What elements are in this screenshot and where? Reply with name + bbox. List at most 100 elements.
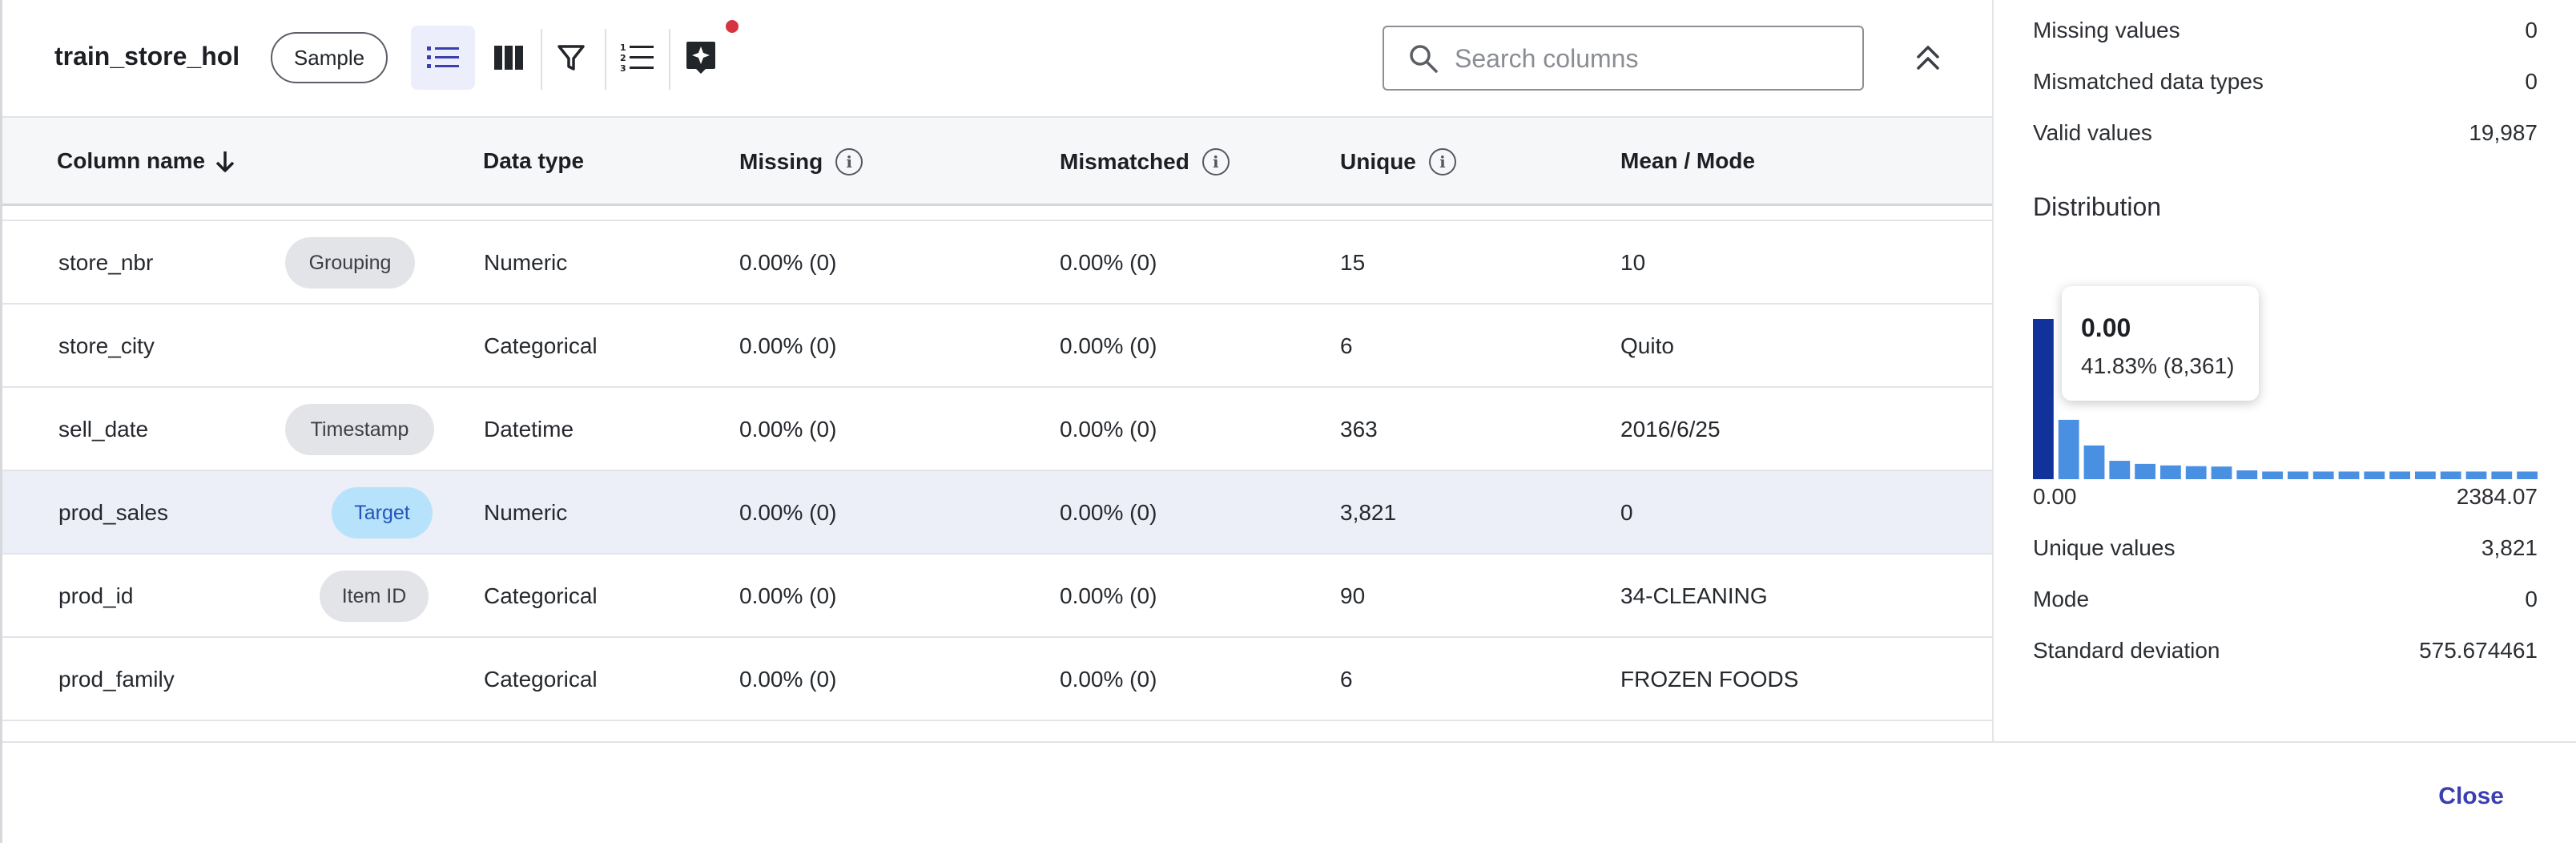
table-header: Column name Data type Missing i Mismatch… bbox=[2, 116, 1992, 206]
unique-value: 15 bbox=[1340, 250, 1366, 275]
svg-text:3: 3 bbox=[620, 63, 626, 73]
mismatched-value: 0.00% (0) bbox=[1060, 417, 1157, 442]
column-name: prod_sales bbox=[58, 500, 168, 525]
mean-mode-value: 10 bbox=[1620, 250, 1646, 275]
header-mismatched-label: Mismatched bbox=[1060, 149, 1189, 174]
columns-view-button[interactable] bbox=[477, 26, 541, 90]
histogram-bar[interactable] bbox=[2364, 471, 2385, 479]
search-box[interactable] bbox=[1383, 26, 1864, 91]
table-row[interactable]: prod_id Item ID Categorical 0.00% (0) 0.… bbox=[2, 555, 1992, 638]
column-name: prod_family bbox=[58, 667, 175, 692]
histogram-bar[interactable] bbox=[2185, 466, 2207, 479]
histogram-bar[interactable] bbox=[2491, 471, 2513, 479]
role-badge: Grouping bbox=[285, 237, 415, 288]
data-type: Numeric bbox=[484, 250, 568, 275]
histogram-bar[interactable] bbox=[2109, 461, 2131, 479]
data-type: Datetime bbox=[484, 417, 574, 442]
mismatched-value: 0.00% (0) bbox=[1060, 583, 1157, 608]
missing-value: 0.00% (0) bbox=[739, 583, 837, 608]
close-button[interactable]: Close bbox=[2438, 783, 2504, 809]
collapse-button[interactable] bbox=[1909, 38, 1947, 77]
stat-value: 3,821 bbox=[2481, 535, 2538, 560]
missing-value: 0.00% (0) bbox=[739, 667, 837, 692]
stat-value: 19,987 bbox=[2469, 120, 2538, 145]
distribution-title: Distribution bbox=[2033, 192, 2162, 221]
histogram-bar[interactable] bbox=[2236, 470, 2258, 479]
role-badge: Timestamp bbox=[285, 404, 434, 455]
histogram-bar[interactable] bbox=[2517, 471, 2538, 479]
histogram-x-max: 2384.07 bbox=[2456, 484, 2538, 509]
histogram-bar[interactable] bbox=[2440, 471, 2461, 479]
ai-assist-button[interactable] bbox=[669, 26, 733, 90]
search-input[interactable] bbox=[1455, 38, 1847, 79]
histogram-bar[interactable] bbox=[2033, 319, 2054, 479]
stat-label: Unique values bbox=[2033, 535, 2176, 560]
header-missing-label: Missing bbox=[739, 149, 823, 174]
histogram-bar[interactable] bbox=[2465, 471, 2487, 479]
info-icon[interactable]: i bbox=[1201, 148, 1230, 175]
header-unique-label: Unique bbox=[1340, 149, 1416, 174]
histogram-bar[interactable] bbox=[2338, 471, 2360, 479]
histogram-x-min: 0.00 bbox=[2033, 484, 2077, 509]
table-row[interactable]: store_city Categorical 0.00% (0) 0.00% (… bbox=[2, 305, 1992, 388]
info-icon[interactable]: i bbox=[835, 148, 863, 175]
header-column-name[interactable]: Column name bbox=[57, 148, 235, 174]
stat-label: Mismatched data types bbox=[2033, 69, 2264, 94]
toolbar-separator bbox=[669, 29, 670, 90]
list-view-icon bbox=[427, 46, 459, 68]
info-icon[interactable]: i bbox=[1428, 148, 1456, 175]
table-row[interactable]: store_nbr Grouping Numeric 0.00% (0) 0.0… bbox=[2, 221, 1992, 305]
toolbar-separator bbox=[541, 29, 542, 90]
dataset-name: train_store_hol bbox=[54, 42, 240, 71]
mismatched-value: 0.00% (0) bbox=[1060, 333, 1157, 358]
histogram-bar[interactable] bbox=[2160, 465, 2181, 479]
table-row[interactable]: prod_family Categorical 0.00% (0) 0.00% … bbox=[2, 638, 1992, 721]
mismatched-value: 0.00% (0) bbox=[1060, 667, 1157, 692]
histogram-bar[interactable] bbox=[2312, 471, 2334, 479]
header-mean-mode[interactable]: Mean / Mode bbox=[1620, 148, 1755, 174]
notification-dot bbox=[726, 20, 739, 33]
missing-value: 0.00% (0) bbox=[739, 250, 837, 275]
sample-button[interactable]: Sample bbox=[271, 32, 388, 83]
histogram-bar[interactable] bbox=[2262, 471, 2283, 479]
chevrons-up-icon bbox=[1917, 46, 1939, 70]
sort-down-icon bbox=[215, 151, 235, 172]
histogram-bar[interactable] bbox=[2415, 471, 2436, 479]
histogram-bar[interactable] bbox=[2211, 466, 2232, 479]
table-row[interactable]: sell_date Timestamp Datetime 0.00% (0) 0… bbox=[2, 388, 1992, 471]
stat-value: 575.674461 bbox=[2419, 638, 2538, 663]
header-unique[interactable]: Unique i bbox=[1340, 148, 1456, 175]
column-order-button[interactable]: 1 2 3 bbox=[605, 26, 669, 90]
stat-value: 0 bbox=[2525, 587, 2538, 611]
mean-mode-value: Quito bbox=[1620, 333, 1674, 358]
header-data-type-label: Data type bbox=[483, 148, 585, 173]
mean-mode-value: 34-CLEANING bbox=[1620, 583, 1768, 608]
header-mismatched[interactable]: Mismatched i bbox=[1060, 148, 1230, 175]
data-type: Categorical bbox=[484, 333, 598, 358]
dialog-footer: Close bbox=[2, 741, 2576, 843]
stat-label: Missing values bbox=[2033, 18, 2180, 42]
header-missing[interactable]: Missing i bbox=[739, 148, 863, 175]
histogram-bar[interactable] bbox=[2135, 463, 2155, 479]
mean-mode-value: 0 bbox=[1620, 500, 1633, 525]
unique-value: 6 bbox=[1340, 333, 1353, 358]
table-row-selected[interactable]: prod_sales Target Numeric 0.00% (0) 0.00… bbox=[2, 471, 1992, 555]
toolbar: train_store_hol Sample 1 2 3 bbox=[2, 0, 1992, 116]
histogram-bar[interactable] bbox=[2058, 419, 2079, 479]
tooltip-detail: 41.83% (8,361) bbox=[2081, 353, 2235, 378]
list-view-button[interactable] bbox=[411, 26, 475, 90]
filter-button[interactable] bbox=[539, 26, 603, 90]
distribution-histogram[interactable] bbox=[2033, 240, 2538, 481]
histogram-tooltip: 0.00 41.83% (8,361) bbox=[2062, 286, 2259, 401]
histogram-bar[interactable] bbox=[2389, 471, 2410, 479]
numbered-list-icon: 1 2 3 bbox=[620, 42, 654, 73]
histogram-bar[interactable] bbox=[2288, 471, 2308, 479]
header-data-type[interactable]: Data type bbox=[483, 148, 584, 174]
row-separator bbox=[2, 210, 1992, 221]
missing-value: 0.00% (0) bbox=[739, 500, 837, 525]
toolbar-separator bbox=[605, 29, 606, 90]
missing-value: 0.00% (0) bbox=[739, 417, 837, 442]
histogram-bar[interactable] bbox=[2083, 445, 2105, 479]
unique-value: 90 bbox=[1340, 583, 1366, 608]
